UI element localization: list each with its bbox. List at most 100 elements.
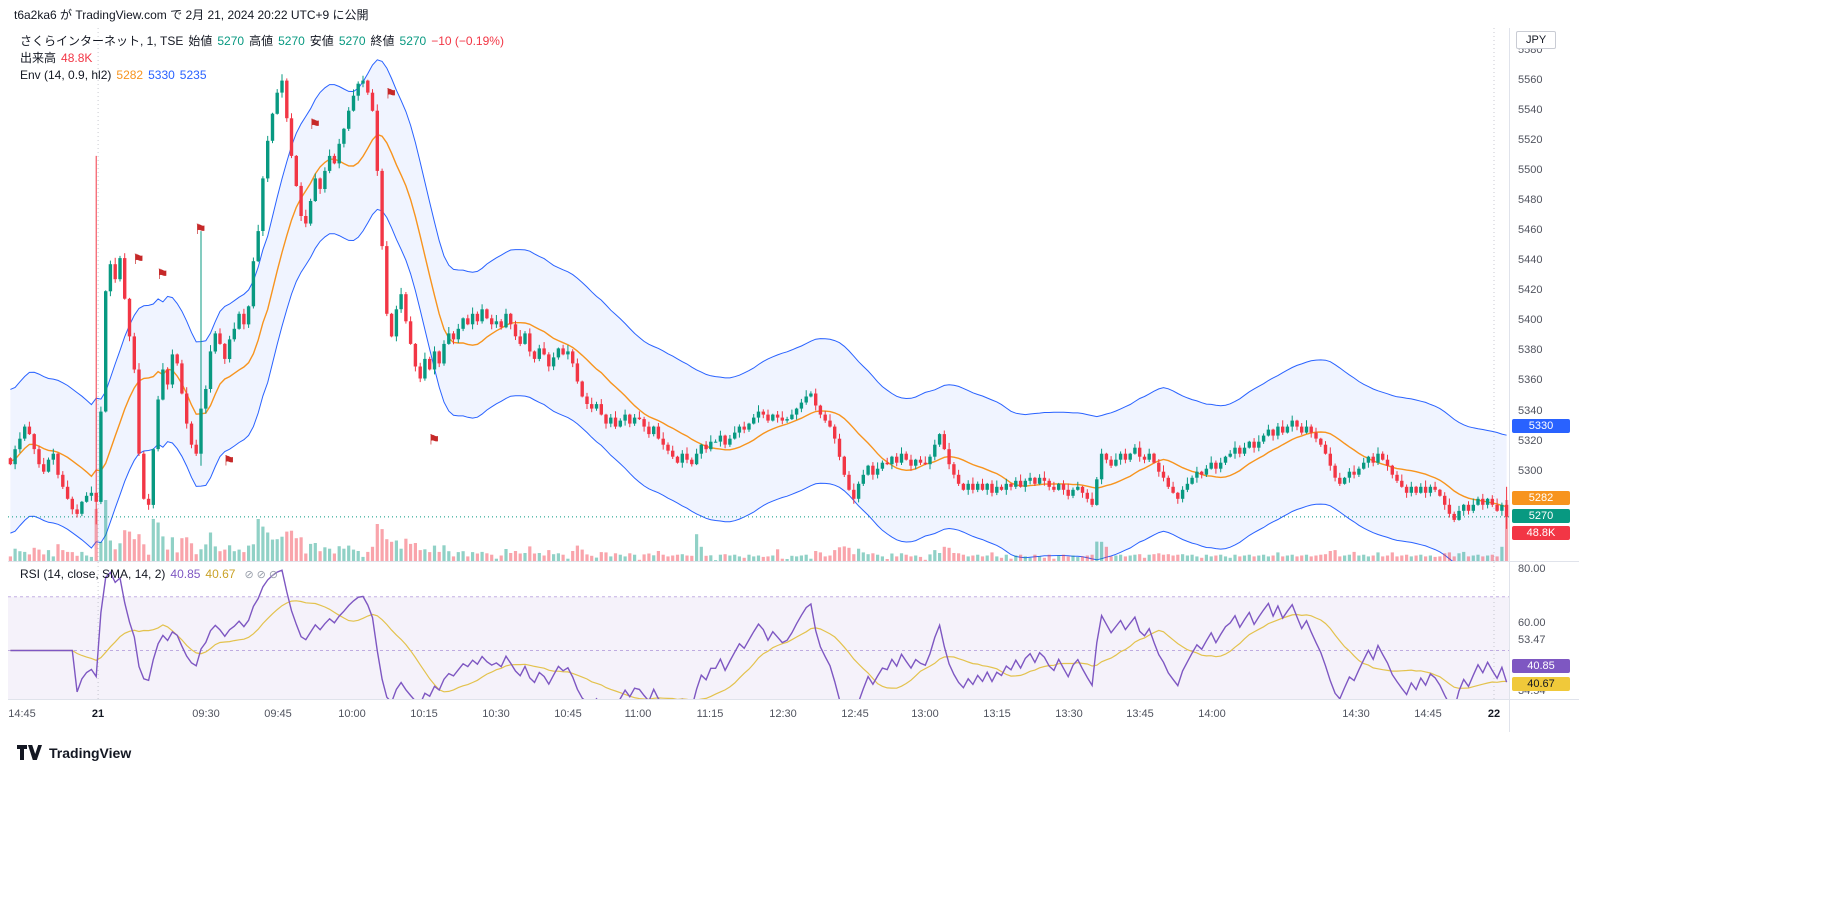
flag-marker[interactable]: ⚑ [194,221,207,237]
publisher-name: t6a2ka6 [14,8,57,22]
time-axis-label: 21 [91,708,105,720]
rsi-axis-badge: 40.67 [1512,677,1570,691]
env-legend-row: Env (14, 0.9, hl2) 5282 5330 5235 [20,67,504,84]
rsi-legend: RSI (14, close, SMA, 14, 2) 40.85 40.67 … [20,566,281,584]
price-axis-label: 5560 [1518,74,1543,86]
rsi-axis-label: 60.00 [1518,617,1546,629]
rsi-band-fill [8,596,1509,699]
close-label: 終値 [370,34,395,48]
rsi-axis-label: 53.47 [1518,634,1546,646]
flag-marker[interactable]: ⚑ [309,116,322,132]
price-axis-label: 5540 [1518,104,1543,116]
env-basis-value: 5282 [116,68,144,82]
time-axis-label: 11:15 [696,708,724,720]
symbol-title[interactable]: さくらインターネット, 1, TSE [20,34,184,48]
env-lower-line [10,208,1453,561]
hide-icon[interactable]: ⊘ [244,569,257,581]
price-axis-badge: 5330 [1512,419,1570,433]
more-icon[interactable]: ⊘ [268,569,282,581]
price-axis-label: 5460 [1518,224,1543,236]
time-axis-label: 13:45 [1126,708,1154,720]
envelope-fill [10,59,1507,561]
open-value: 5270 [217,34,245,48]
volume-legend-row: 出来高 48.8K [20,50,504,67]
flag-marker[interactable]: ⚑ [223,453,236,469]
footer: TradingView [16,744,131,761]
rsi-axis-label: 80.00 [1518,563,1546,575]
price-axis-label: 5520 [1518,134,1543,146]
time-axis-label: 10:00 [338,708,366,720]
flag-marker[interactable]: ⚑ [428,432,441,448]
rsi-line [10,569,1508,699]
rsi-label[interactable]: RSI (14, close, SMA, 14, 2) [20,567,166,581]
currency-toggle[interactable]: JPY [1516,31,1557,49]
price-axis-label: 5440 [1518,254,1543,266]
symbol-legend-row: さくらインターネット, 1, TSE 始値 5270 高値 5270 安値 5270 … [20,33,504,50]
chart-widget: ⚑ ⚑ ⚑ ⚑ ⚑ ⚑ ⚑ さくらインターネット, 1, TSE 始値 5270 高値 5270… [8,28,1579,732]
flag-marker[interactable]: ⚑ [132,251,145,267]
rsi-pane[interactable]: RSI (14, close, SMA, 14, 2) 40.85 40.67 … [8,562,1509,700]
price-axis-label: 5360 [1518,374,1543,386]
env-upper-value: 5330 [148,68,175,82]
main-chart-pane[interactable]: ⚑ ⚑ ⚑ ⚑ ⚑ ⚑ ⚑ さくらインターネット, 1, TSE 始値 5270 高値 5270… [8,28,1509,562]
publish-text: で [166,8,186,22]
env-upper-line [10,59,1507,436]
publish-text: が [56,8,76,22]
price-axis-label: 5380 [1518,344,1543,356]
rsi-axis[interactable]: 80.00 60.00 53.47 34.54 40.85 40.67 [1509,562,1579,700]
time-axis-label: 12:45 [841,708,869,720]
volume-bars [8,500,1509,561]
candles [8,74,1509,529]
time-axis-label: 12:30 [769,708,797,720]
time-axis-label: 10:45 [554,708,582,720]
rsi-value: 40.85 [170,567,201,581]
price-axis-label: 5500 [1518,164,1543,176]
price-axis[interactable]: JPY 5580 5560 5540 5520 5500 5480 5460 5440 5420… [1509,28,1579,562]
chart-legend: さくらインターネット, 1, TSE 始値 5270 高値 5270 安値 5270 … [20,33,504,84]
publish-datetime: 2月 21, 2024 20:22 UTC+9 [185,8,330,22]
env-label[interactable]: Env (14, 0.9, hl2) [20,68,112,82]
site-link[interactable]: TradingView.com [75,8,167,22]
time-axis-label: 14:45 [1414,708,1442,720]
env-lower-value: 5235 [179,68,207,82]
open-label: 始値 [188,34,213,48]
time-axis-label: 09:45 [264,708,292,720]
price-axis-label: 5480 [1518,194,1543,206]
time-axis-label: 10:15 [410,708,438,720]
price-axis-label: 5300 [1518,465,1543,477]
flag-marker[interactable]: ⚑ [156,266,169,282]
price-axis-badge: 5282 [1512,491,1570,505]
rsi-ma-value: 40.67 [205,567,236,581]
main-chart-canvas[interactable]: ⚑ ⚑ ⚑ ⚑ ⚑ ⚑ ⚑ [8,28,1509,562]
rsi-axis-badge: 40.85 [1512,659,1570,673]
tradingview-logo[interactable] [16,744,42,761]
time-axis-label: 13:00 [911,708,939,720]
time-axis-label: 14:00 [1198,708,1226,720]
flag-marker[interactable]: ⚑ [385,86,398,102]
publish-text: に公開 [329,8,369,22]
time-axis[interactable]: 14:45 21 09:30 09:45 10:00 10:15 10:30 10:45 11:… [8,700,1509,732]
high-value: 5270 [278,34,305,48]
low-value: 5270 [338,34,366,48]
time-axis-label: 11:00 [624,708,652,720]
time-axis-label: 14:30 [1342,708,1370,720]
close-value: 5270 [399,34,427,48]
time-axis-label: 13:15 [983,708,1011,720]
low-label: 安値 [309,34,334,48]
rsi-ma-line [10,600,1507,699]
time-axis-label: 22 [1487,708,1501,720]
rsi-canvas[interactable] [8,562,1509,700]
volume-value: 48.8K [61,51,93,65]
env-basis-line [10,133,1507,508]
price-axis-badge: 48.8K [1512,526,1570,540]
change-value: −10 (−0.19%) [431,34,504,48]
price-axis-badge: 5270 [1512,509,1570,523]
volume-label[interactable]: 出来高 [20,51,57,65]
time-axis-label: 13:30 [1055,708,1083,720]
time-axis-label: 09:30 [192,708,220,720]
publish-info: t6a2ka6 が TradingView.com で 2月 21, 2024 … [14,6,369,23]
tradingview-wordmark[interactable]: TradingView [49,744,132,761]
settings-icon[interactable]: ⊘ [256,569,269,581]
price-axis-label: 5340 [1518,405,1543,417]
